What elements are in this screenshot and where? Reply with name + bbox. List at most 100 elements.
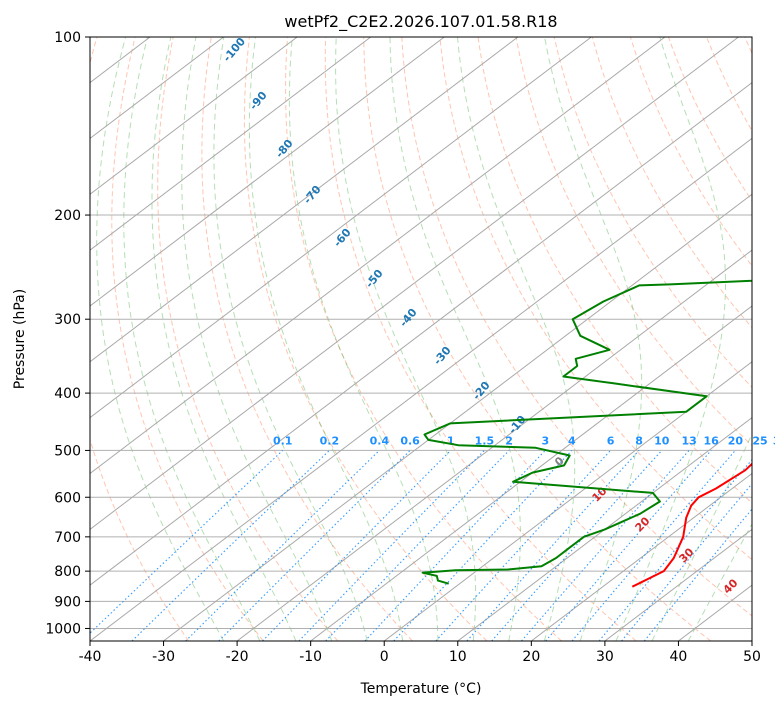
isotherm-line bbox=[90, 37, 519, 363]
dry-adiabat-line bbox=[90, 37, 190, 641]
y-axis-label: Pressure (hPa) bbox=[12, 289, 28, 389]
dry-adiabat-line bbox=[111, 37, 264, 641]
isotherm-line bbox=[236, 249, 752, 641]
x-axis-ticks: -40 -30 -20 -10 0 10 20 30 40 50 bbox=[79, 641, 761, 665]
mixing-ratio-line bbox=[185, 450, 380, 641]
mixing-ratio-label: 30 bbox=[773, 434, 775, 447]
isotherm-line bbox=[90, 37, 445, 307]
y-tick-label: 300 bbox=[54, 312, 81, 328]
moist-adiabat-line bbox=[248, 37, 404, 641]
mixing-ratio-line bbox=[131, 450, 330, 641]
isotherm-line bbox=[90, 137, 752, 641]
mixing-ratio-line bbox=[325, 450, 510, 641]
mixing-ratio-line bbox=[298, 450, 485, 641]
mixing-ratio-label: 10 bbox=[654, 434, 670, 447]
y-tick-label: 100 bbox=[54, 30, 81, 46]
isotherm-line bbox=[457, 417, 752, 641]
mixing-ratio-label: 3 bbox=[541, 434, 549, 447]
isotherm-line bbox=[90, 37, 666, 475]
x-tick-label: -10 bbox=[299, 649, 322, 665]
x-tick-label: 10 bbox=[449, 649, 467, 665]
y-tick-label: 900 bbox=[54, 594, 81, 610]
x-tick-label: -20 bbox=[226, 649, 249, 665]
mixing-ratio-line bbox=[598, 458, 752, 641]
mixing-ratio-line bbox=[435, 450, 612, 641]
dry-adiabat-line bbox=[515, 37, 752, 447]
isotherm-line bbox=[90, 37, 224, 140]
temperature-profile-line bbox=[631, 462, 752, 588]
y-tick-label: 500 bbox=[54, 443, 81, 459]
y-tick-label: 400 bbox=[54, 386, 81, 402]
moist-adiabat-line bbox=[151, 37, 297, 641]
moist-adiabat-line bbox=[615, 37, 726, 641]
isotherm-line bbox=[531, 472, 752, 641]
isotherm-line bbox=[163, 193, 752, 641]
mixing-ratio-label: 0.2 bbox=[320, 434, 340, 447]
dry-adiabat-line bbox=[243, 37, 488, 641]
mixing-ratio-label: 1.5 bbox=[475, 434, 495, 447]
moist-adiabat-line bbox=[389, 37, 521, 641]
y-tick-label: 700 bbox=[54, 530, 81, 546]
dry-adiabat-line bbox=[157, 37, 339, 641]
isotherm-line bbox=[604, 528, 752, 641]
mixing-ratio-label: 6 bbox=[607, 434, 615, 447]
isotherm-line bbox=[383, 361, 752, 641]
mixing-ratio-label: 0.4 bbox=[370, 434, 390, 447]
dry-adiabat-line bbox=[401, 37, 752, 617]
dry-adiabat-line bbox=[439, 37, 752, 561]
mixing-ratio-label: 8 bbox=[635, 434, 643, 447]
mixing-ratio-line bbox=[364, 450, 546, 641]
mixing-ratio-line bbox=[621, 483, 752, 641]
mixing-ratio-line bbox=[491, 450, 663, 641]
mixing-ratio-line bbox=[466, 450, 640, 641]
mixing-ratio-label: 2 bbox=[505, 434, 513, 447]
mixing-ratio-label: 0.6 bbox=[400, 434, 420, 447]
pressure-gridlines bbox=[90, 37, 752, 629]
dry-adiabat-line bbox=[324, 37, 637, 641]
moist-adiabat-line bbox=[288, 37, 439, 641]
mixing-ratio-line bbox=[90, 450, 284, 634]
mixing-ratio-labels: 0.10.20.40.611.52346810131620253036 bbox=[273, 434, 775, 447]
y-tick-label: 200 bbox=[54, 208, 81, 224]
isotherm-line bbox=[90, 37, 298, 195]
dewpoint-profile-line bbox=[421, 279, 752, 585]
y-tick-label: 600 bbox=[54, 490, 81, 506]
isotherm-line bbox=[90, 37, 739, 530]
x-tick-label: 30 bbox=[596, 649, 614, 665]
x-tick-label: -40 bbox=[79, 649, 102, 665]
chart-title: wetPf2_C2E2.2026.107.01.58.R18 bbox=[284, 12, 557, 32]
moist-adiabat-line bbox=[544, 37, 643, 641]
mixing-ratio-label: 4 bbox=[568, 434, 576, 447]
dry-adiabat-line bbox=[285, 37, 562, 641]
x-tick-label: 20 bbox=[522, 649, 540, 665]
moist-adiabat-line bbox=[457, 37, 576, 641]
profile-lines bbox=[421, 279, 752, 588]
y-axis-ticks: 100 200 300 400 500 600 700 800 900 1000 bbox=[45, 30, 90, 637]
mixing-ratio-label: 1 bbox=[447, 434, 455, 447]
mixing-ratio-label: 0.1 bbox=[273, 434, 293, 447]
mixing-ratio-line bbox=[393, 450, 573, 641]
x-tick-label: 40 bbox=[670, 649, 688, 665]
mixing-ratio-line bbox=[262, 450, 452, 641]
y-tick-label: 800 bbox=[54, 564, 81, 580]
mixing-ratio-label: 20 bbox=[728, 434, 744, 447]
y-tick-label: 1000 bbox=[45, 621, 81, 637]
isotherm-line bbox=[90, 37, 592, 419]
moist-adiabat-line bbox=[213, 37, 368, 641]
mixing-ratio-line bbox=[218, 450, 411, 641]
x-tick-label: -30 bbox=[152, 649, 175, 665]
moist-adiabat-line bbox=[651, 432, 752, 641]
mixing-ratio-label: 16 bbox=[704, 434, 720, 447]
skewed-isotherms bbox=[90, 37, 752, 641]
moist-adiabat-line bbox=[181, 37, 333, 641]
isotherm-line bbox=[310, 305, 752, 641]
mixing-ratio-label: 25 bbox=[752, 434, 767, 447]
moist-adiabat-line bbox=[335, 37, 477, 641]
mixing-ratio-line bbox=[643, 508, 752, 641]
moist-adiabat-line bbox=[123, 37, 261, 641]
moist-adiabat-line bbox=[96, 37, 225, 641]
x-axis-label: Temperature (°C) bbox=[360, 681, 482, 697]
isotherm-line bbox=[90, 81, 752, 586]
